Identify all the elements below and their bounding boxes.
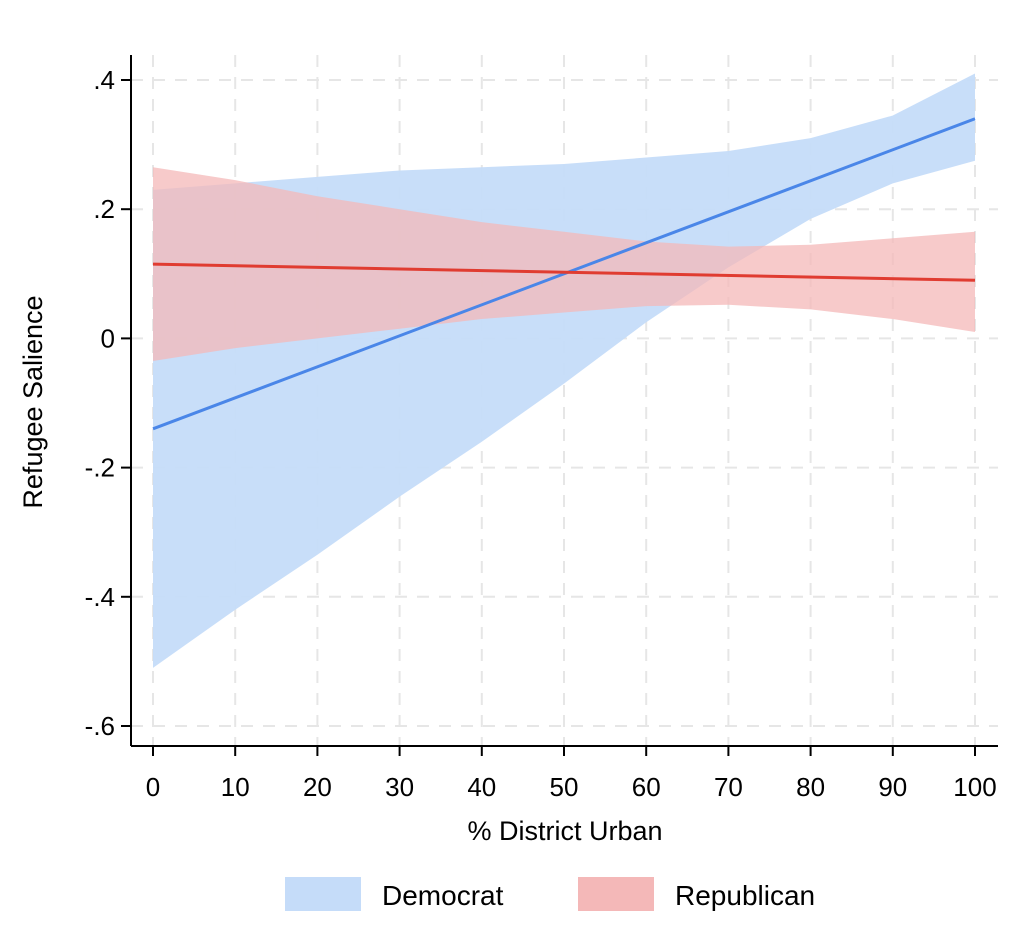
x-tick-label: 80 (796, 772, 825, 802)
confidence-bands (153, 73, 975, 668)
x-tick-label: 10 (221, 772, 250, 802)
x-tick-label: 30 (385, 772, 414, 802)
legend-swatch-democrat (285, 877, 361, 911)
legend-label-republican: Republican (675, 880, 815, 911)
x-tick-label: 60 (632, 772, 661, 802)
y-tick-label: 0 (101, 323, 115, 353)
x-tick-label: 40 (467, 772, 496, 802)
legend-label-democrat: Democrat (382, 880, 504, 911)
y-tick-label: -.4 (85, 582, 115, 612)
x-tick-label: 90 (878, 772, 907, 802)
legend-swatch-republican (578, 877, 654, 911)
fit-line-democrat (152, 117, 976, 431)
x-tick-label: 100 (953, 772, 996, 802)
y-tick-label: -.6 (85, 711, 115, 741)
y-tick-label: .4 (93, 65, 115, 95)
ci-band-democrat (153, 73, 975, 668)
axes: .4 .2 0 -.2 -.4 -.6 0 10 20 30 40 50 60 70 80 90 100 (85, 55, 998, 802)
fit-lines (152, 117, 976, 431)
legend: Democrat Republican (285, 877, 815, 911)
y-tick-label: .2 (93, 194, 115, 224)
x-tick-label: 20 (303, 772, 332, 802)
x-tick-label: 70 (714, 772, 743, 802)
y-axis-title: Refugee Salience (18, 295, 48, 508)
x-axis-title: % District Urban (467, 816, 662, 846)
y-tick-label: -.2 (85, 453, 115, 483)
ci-band-republican (153, 167, 975, 362)
x-tick-label: 0 (146, 772, 160, 802)
x-tick-label: 50 (550, 772, 579, 802)
fit-line-republican (152, 262, 976, 282)
